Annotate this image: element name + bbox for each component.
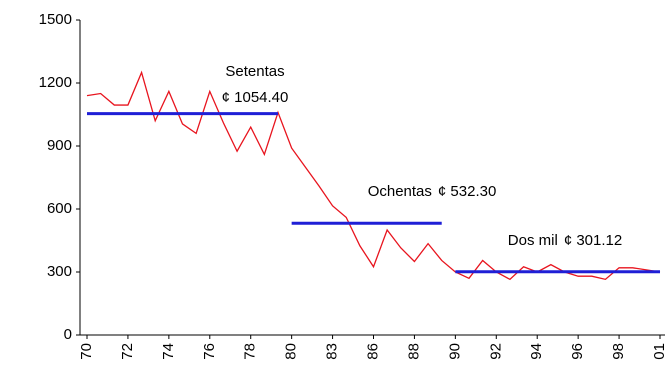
x-tick-label: 86 [364,343,381,360]
segment-label: Ochentas ¢ 532.30 [368,183,497,200]
y-tick-label: 0 [64,326,72,343]
x-tick-label: 92 [487,343,504,360]
segment-name: Setentas [225,63,284,80]
x-tick-label: 94 [528,343,545,360]
segment-value: ¢ 301.12 [564,232,622,249]
y-tick-label: 1200 [39,74,72,91]
segment-label: Dos mil ¢ 301.12 [508,232,622,249]
segment-name: Ochentas [368,183,432,200]
y-tick-label: 1500 [39,11,72,28]
y-tick-label: 300 [47,263,72,280]
x-tick-label: 74 [160,343,177,360]
x-tick-label: 83 [324,343,341,360]
x-tick-label: 70 [78,343,95,360]
x-tick-label: 96 [569,343,586,360]
x-tick-label: 01 [651,343,668,360]
segment-name: Dos mil [508,232,558,249]
x-tick-label: 72 [119,343,136,360]
x-tick-label: 90 [446,343,463,360]
y-tick-label: 600 [47,200,72,217]
x-tick-label: 98 [610,343,627,360]
x-tick-label: 76 [201,343,218,360]
segment-value: ¢ 1054.40 [222,89,289,106]
segment-value: ¢ 532.30 [438,183,496,200]
x-tick-label: 88 [405,343,422,360]
x-tick-label: 78 [242,343,259,360]
x-tick-label: 80 [283,343,300,360]
y-tick-label: 900 [47,137,72,154]
